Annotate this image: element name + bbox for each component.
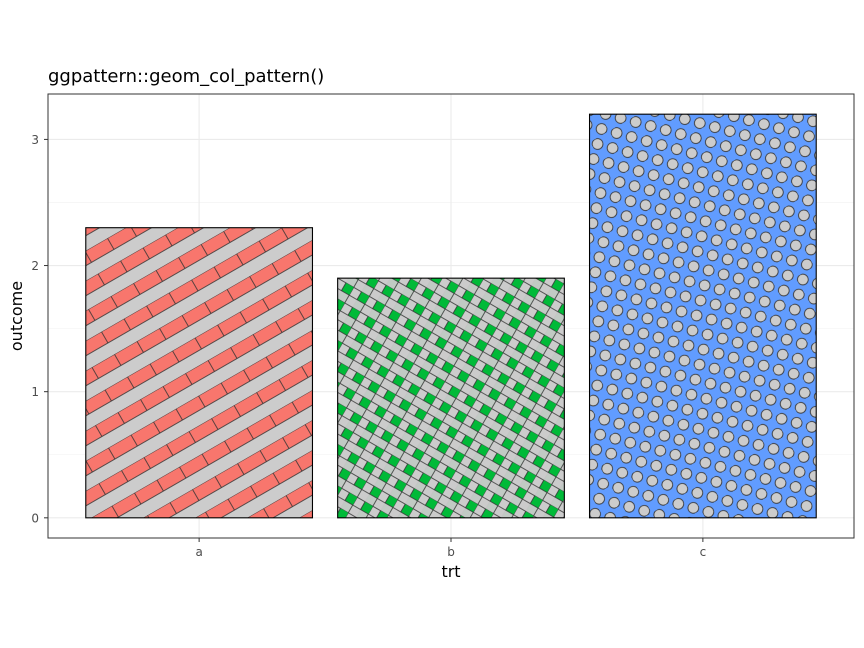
x-tick-label: b — [447, 545, 455, 559]
y-tick-label: 0 — [31, 511, 39, 525]
y-tick-label: 1 — [31, 385, 39, 399]
x-tick-label: c — [700, 545, 707, 559]
chart-title: ggpattern::geom_col_pattern() — [48, 66, 324, 87]
y-axis-title: outcome — [7, 281, 26, 351]
x-tick-label: a — [195, 545, 202, 559]
y-tick-label: 3 — [31, 133, 39, 147]
bars — [85, 113, 817, 519]
x-axis-title: trt — [441, 562, 460, 581]
bar-c — [588, 113, 817, 519]
axes: 0 1 2 3 a b c — [31, 133, 706, 559]
bar-b — [337, 277, 565, 519]
y-tick-label: 2 — [31, 259, 39, 273]
bar-a — [85, 227, 314, 519]
